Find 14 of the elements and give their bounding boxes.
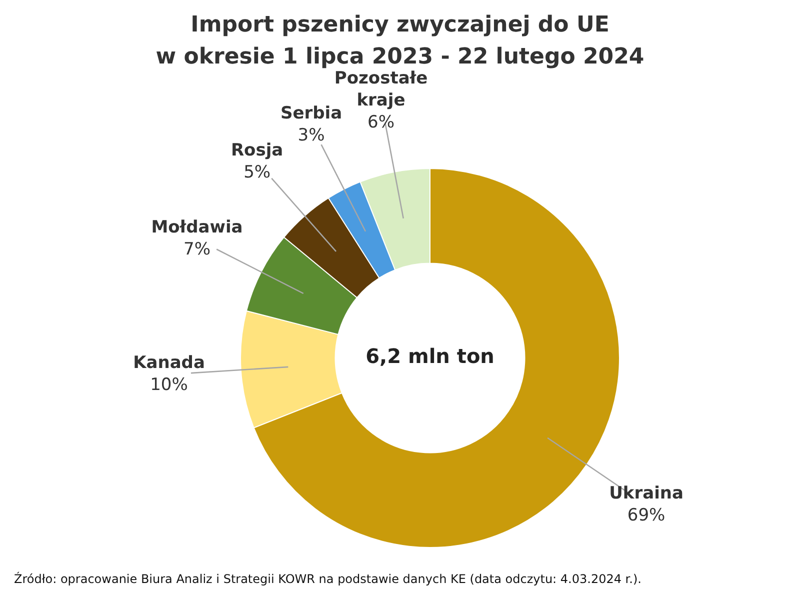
slice-label: Kanada: [133, 352, 205, 373]
text: 6,2 mln ton: [366, 344, 494, 368]
data-label: 3%: [298, 125, 325, 146]
chart-title: Import pszenicy zwyczajnej do UE w okresie 1 lipca 2023 - 22 lutego 2024: [156, 12, 644, 70]
data-label: 69%: [627, 505, 666, 526]
data-label: 7%: [184, 240, 210, 260]
data-label: 6%: [368, 112, 394, 133]
data-label: 10%: [150, 374, 188, 395]
slice-label: Rosja: [230, 140, 284, 160]
slice-label: Mołdawia: [151, 218, 243, 238]
slice-label: Ukraina: [609, 483, 684, 504]
slice-label: Serbia: [280, 103, 342, 124]
text: Źródło: opracowanie Biura Analiz i Strategii KOWR na podstawie danych KE (data odczytu: 4.03.2024 r.).: [14, 571, 642, 586]
data-label: 5%: [244, 162, 271, 182]
